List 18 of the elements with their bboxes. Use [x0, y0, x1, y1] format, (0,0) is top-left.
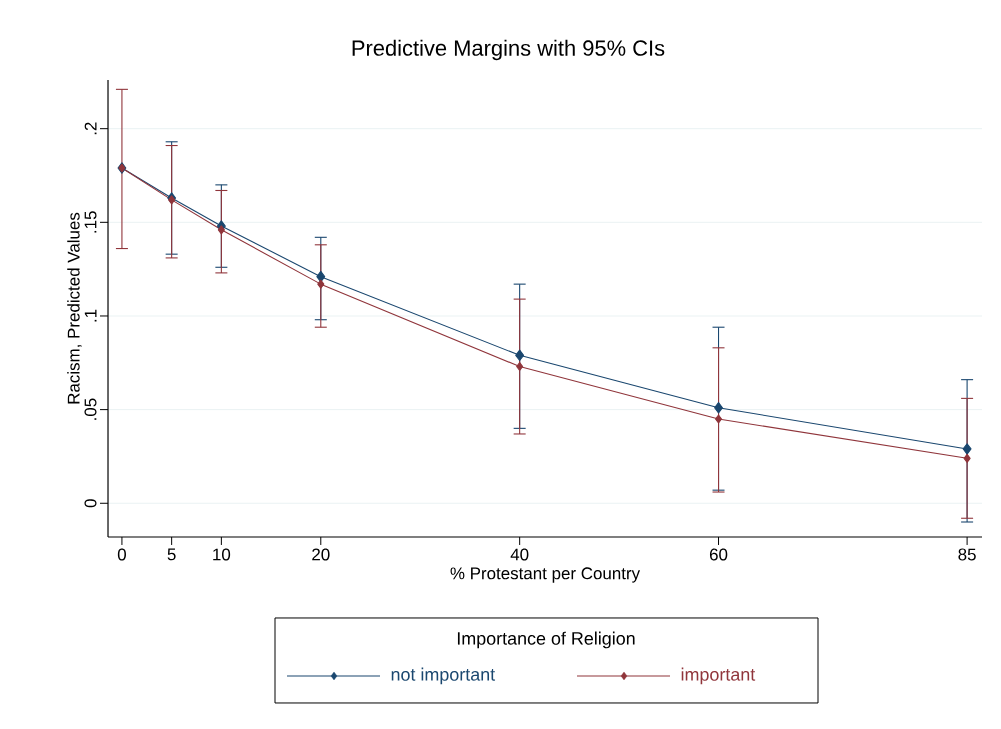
x-tick-label: 10	[213, 548, 231, 561]
x-tick-label: 5	[167, 548, 176, 561]
y-axis-title: Racism, Predicted Values	[67, 212, 82, 404]
x-tick-label: 60	[709, 548, 728, 561]
chart-title: Predictive Margins with 95% CIs	[352, 39, 665, 61]
x-axis-title: % Protestant per Country	[450, 567, 641, 583]
y-tick-label: .1	[84, 309, 97, 322]
x-tick-label: 0	[117, 548, 126, 561]
y-tick-label: .2	[84, 122, 97, 135]
x-tick-label: 40	[510, 548, 529, 561]
y-tick-label: .05	[84, 398, 97, 420]
text: not important	[391, 667, 496, 685]
x-tick-label: 20	[312, 548, 330, 561]
x-tick-label: 85	[958, 548, 976, 561]
y-tick-label: .15	[84, 211, 97, 233]
y-tick-label: 0	[84, 499, 97, 508]
legend-title: Importance of Religion	[457, 631, 635, 649]
text: important	[681, 667, 756, 685]
